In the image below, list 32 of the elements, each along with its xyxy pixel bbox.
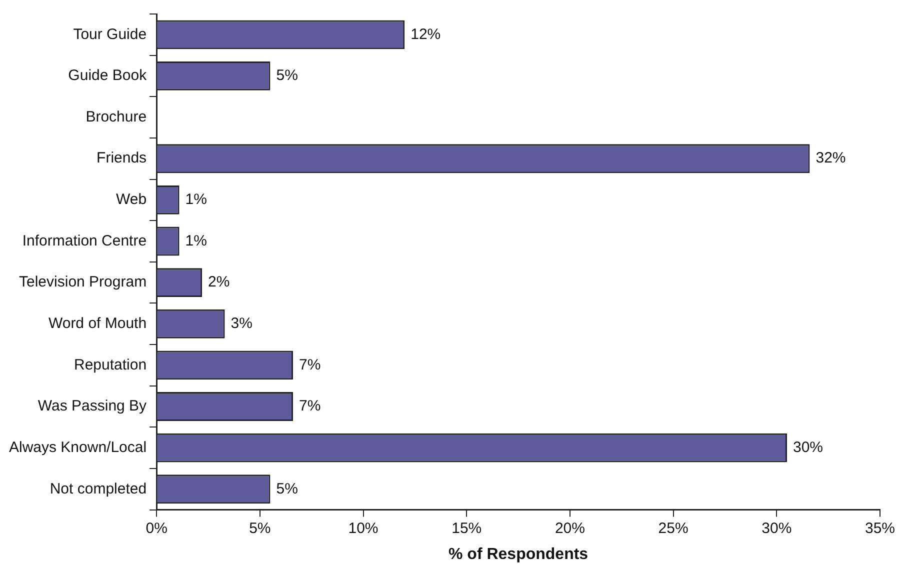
data-label: 7% (298, 398, 321, 415)
y-tick-label: Information Centre (22, 232, 147, 250)
x-tick-label: 0% (146, 520, 168, 537)
data-label: 5% (276, 480, 298, 498)
x-axis-title: % of Respondents (448, 546, 588, 563)
data-label: 2% (208, 274, 230, 291)
y-tick-label: Brochure (86, 108, 147, 126)
x-tick-label: 25% (658, 520, 688, 537)
y-tick-label: Was Passing By (38, 398, 148, 415)
data-label: 3% (230, 315, 252, 332)
x-tick-label: 20% (554, 520, 585, 537)
y-tick-label: Not completed (50, 480, 147, 498)
data-label: 12% (410, 26, 441, 43)
data-label: 32% (816, 150, 846, 167)
data-label: 30% (792, 438, 824, 456)
y-tick-label: Friends (96, 150, 147, 167)
x-tick-label: 5% (249, 520, 271, 537)
y-tick-label: Tour Guide (73, 26, 147, 43)
y-tick-label: Always Known/Local (8, 438, 147, 456)
data-label: 5% (276, 67, 298, 84)
y-tick-label: Reputation (74, 356, 147, 374)
y-tick-label: Web (116, 191, 147, 208)
data-label: 1% (185, 191, 207, 208)
data-label: 1% (185, 232, 207, 250)
x-tick-label: 10% (348, 520, 378, 537)
y-tick-label: Guide Book (68, 67, 148, 84)
x-tick-label: 15% (452, 520, 482, 537)
data-label: 7% (298, 356, 321, 374)
x-tick-label: 30% (762, 520, 792, 537)
y-tick-label: Television Program (19, 274, 147, 291)
y-tick-label: Word of Mouth (48, 315, 147, 332)
x-tick-label: 35% (864, 520, 896, 537)
